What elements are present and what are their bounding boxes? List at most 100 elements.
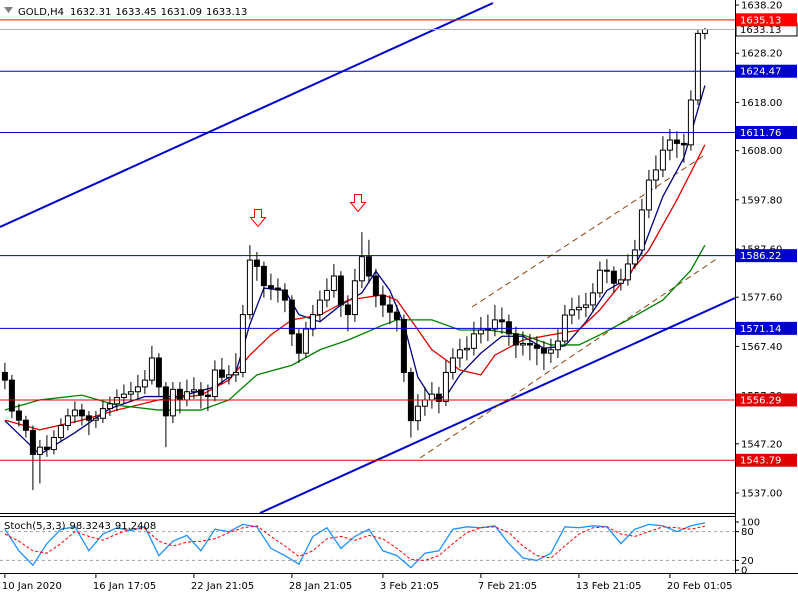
candle-body (351, 280, 358, 316)
candle-body (176, 388, 183, 401)
candle-body (505, 321, 512, 335)
candle-body (155, 357, 162, 388)
candle-body (1, 371, 8, 381)
candle-body (281, 289, 288, 301)
candle-body (491, 319, 498, 330)
y-tick-label: 100 (741, 518, 760, 529)
x-tick-label: 16 Jan 17:05 (93, 581, 156, 592)
candle-body (414, 405, 421, 422)
level-label: 1611.76 (740, 128, 781, 139)
level-label: 1543.79 (740, 456, 781, 467)
candle-body (659, 149, 666, 171)
candle-body (498, 319, 505, 323)
candle-body (323, 289, 330, 301)
candle-body (701, 28, 708, 34)
high-price: 1633.45 (115, 7, 156, 18)
y-tick-label: 0 (741, 566, 747, 577)
candle-body (141, 379, 148, 388)
candle-body (540, 347, 547, 354)
y-tick-label: 1618.00 (741, 98, 782, 109)
candle-body (624, 263, 631, 281)
y-tick-label: 1608.00 (741, 146, 782, 157)
candle-body (267, 285, 274, 289)
candle-body (547, 349, 554, 354)
candle-body (603, 269, 610, 272)
candle-body (596, 269, 603, 294)
candle-body (148, 357, 155, 381)
indicator-main-value: 98.3243 (69, 521, 110, 532)
x-tick-label: 3 Feb 21:05 (380, 581, 439, 592)
y-tick-label: 80 (741, 527, 754, 538)
level-label: 1571.14 (740, 324, 781, 335)
candle-body (407, 371, 414, 422)
level-label-box (736, 13, 797, 27)
indicator-line (4, 525, 706, 561)
candle-body (477, 329, 484, 335)
candle-body (344, 304, 351, 316)
candle-body (575, 306, 582, 311)
candle-body (22, 419, 29, 431)
candle-body (533, 344, 540, 349)
candle-body (400, 318, 407, 373)
x-tick-label: 20 Feb 01:05 (667, 581, 733, 592)
y-tick-label: 20 (741, 556, 754, 567)
candle-body (253, 259, 260, 267)
trend-line (0, 2, 494, 228)
x-tick-label: 28 Jan 21:05 (289, 581, 352, 592)
candle-body (246, 259, 253, 316)
candle-body (204, 394, 211, 398)
candle-body (64, 415, 71, 426)
candle-body (127, 391, 134, 395)
candle-body (589, 292, 596, 306)
candle-body (225, 374, 232, 378)
y-tick-label: 1567.40 (741, 342, 782, 353)
candle-body (288, 299, 295, 335)
candle-body (71, 409, 78, 417)
candle-body (295, 333, 302, 354)
candle-body (218, 369, 225, 378)
candle-body (694, 32, 701, 101)
candle-body (463, 347, 470, 351)
x-tick-label: 22 Jan 21:05 (191, 581, 254, 592)
candle-body (197, 389, 204, 396)
candle-body (365, 256, 372, 277)
chart-header: GOLD,H4 1632.31 1633.45 1631.09 1633.13 (18, 7, 247, 18)
candle-body (372, 275, 379, 296)
x-tick-label: 10 Jan 2020 (2, 581, 62, 592)
level-label: 1586.22 (740, 251, 781, 262)
level-label-box (736, 321, 797, 335)
candle-body (260, 265, 267, 287)
stoch-panel (0, 522, 735, 569)
candle-body (120, 393, 127, 399)
candle-body (631, 249, 638, 265)
candle-body (456, 349, 463, 359)
candle-body (239, 314, 246, 373)
level-label-box (736, 249, 797, 263)
candle-body (99, 408, 106, 419)
level-label-box (736, 393, 797, 407)
candle-body (183, 391, 190, 401)
indicator-title: Stoch(5,3,3) (4, 521, 66, 532)
candle-body (638, 209, 645, 251)
candle-body (211, 369, 218, 398)
candle-body (358, 256, 365, 282)
candle-body (162, 386, 169, 417)
candle-body (337, 275, 344, 306)
candle-body (379, 294, 386, 306)
candle-body (680, 142, 687, 146)
candle-body (519, 343, 526, 346)
candle-body (113, 397, 120, 405)
candle-body (610, 270, 617, 284)
x-tick-label: 7 Feb 21:05 (478, 581, 537, 592)
symbol: GOLD,H4 (18, 7, 64, 18)
y-tick-label: 1638.20 (741, 1, 782, 12)
candle-body (470, 333, 477, 349)
candle-body (57, 424, 64, 439)
candle-body (43, 446, 50, 451)
candle-body (85, 415, 92, 421)
candle-body (449, 357, 456, 373)
candle-body (442, 371, 449, 402)
candle-body (435, 393, 442, 402)
